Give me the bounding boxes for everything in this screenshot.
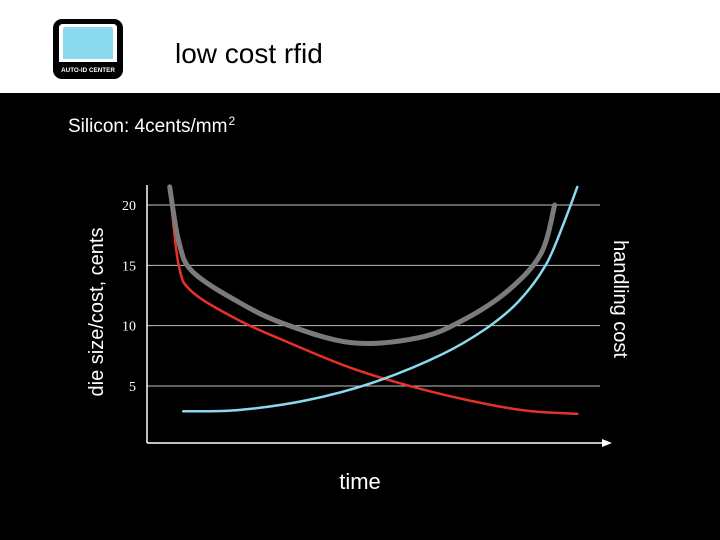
y-tick-label: 15: [122, 259, 136, 274]
auto-id-center-logo: AUTO-ID CENTER: [53, 19, 123, 79]
gridlines: [147, 204, 600, 387]
series-line-red: [168, 185, 579, 416]
slide-title: low cost rfid: [175, 38, 323, 69]
svg-text:AUTO-ID CENTER: AUTO-ID CENTER: [61, 67, 115, 74]
y-tick-label: 5: [129, 380, 136, 395]
series-line-gray: [167, 184, 558, 346]
slide-header: AUTO-ID CENTER low cost rfid: [0, 0, 720, 93]
x-axis-label: time: [339, 469, 381, 494]
subtitle-superscript: 2: [228, 114, 236, 128]
y-axis-label: die size/cost, cents: [86, 228, 108, 397]
series-line-cyan: [181, 185, 579, 413]
series-lines: [167, 184, 579, 416]
x-axis-arrow-icon: [602, 439, 612, 447]
y-tick-label: 20: [122, 199, 136, 214]
axes: [146, 185, 612, 447]
y-axis-right-label: handling cost: [609, 240, 631, 358]
y-tick-label: 10: [122, 320, 136, 335]
subtitle-text: Silicon: 4cents/mm: [68, 116, 228, 137]
y-tick-labels: 5 10 15 20: [122, 199, 136, 395]
slide-subtitle: Silicon: 4cents/mm2: [68, 115, 235, 136]
